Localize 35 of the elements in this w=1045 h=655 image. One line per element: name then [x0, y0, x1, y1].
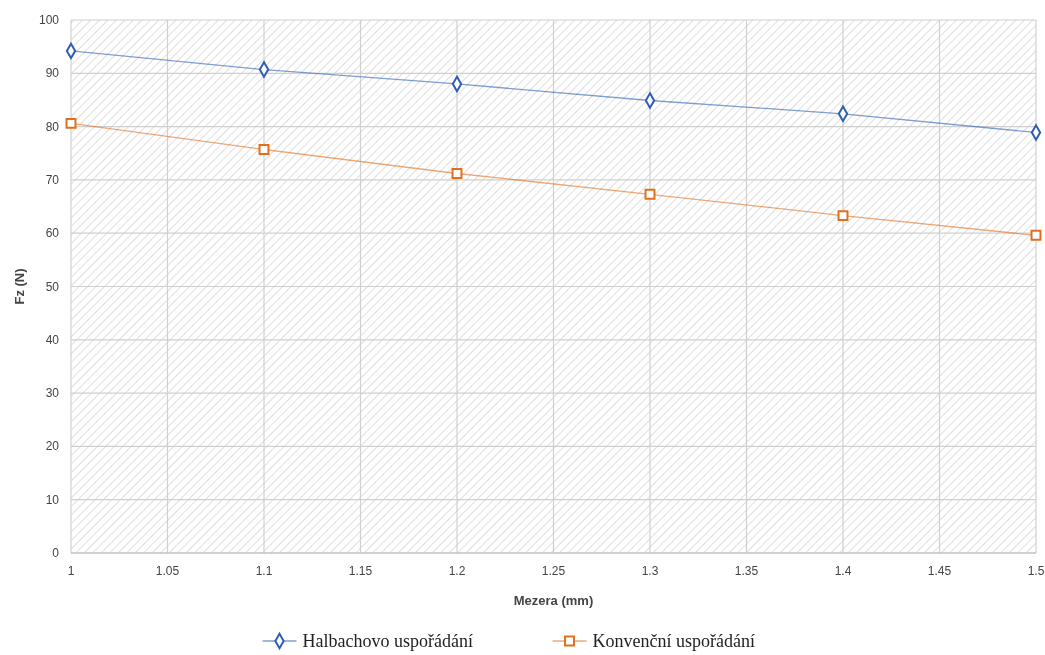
y-tick-label: 40 [45, 332, 60, 347]
y-axis-title: Fz (N) [12, 268, 27, 305]
legend-label: Halbachovo uspořádání [302, 631, 473, 651]
x-tick-label: 1.1 [255, 564, 273, 578]
y-tick-label: 90 [45, 66, 60, 81]
point [1030, 124, 1042, 141]
y-tick-label: 80 [45, 119, 60, 134]
x-tick-label: 1.5 [1027, 564, 1045, 578]
x-axis-title: Mezera (mm) [513, 593, 594, 608]
y-tick-label: 30 [45, 386, 60, 401]
point [837, 210, 849, 222]
point [644, 92, 656, 109]
point [644, 188, 656, 200]
x-tick-label: 1.45 [927, 564, 952, 578]
x-tick-label: 1.3 [641, 564, 659, 578]
point [451, 168, 463, 179]
x-tick-label: 1.4 [834, 564, 852, 578]
x-tick-label: 1.35 [734, 564, 759, 578]
x-tick-label: 1.25 [541, 564, 566, 578]
y-tick-label: 10 [45, 492, 60, 507]
y-tick-label: 20 [45, 439, 60, 454]
point [1030, 229, 1042, 241]
y-tick-label: 60 [45, 226, 60, 241]
y-tick-label: 70 [45, 172, 60, 187]
point [258, 144, 270, 155]
x-tick-label: 1.15 [348, 564, 373, 578]
y-tick-label: 50 [45, 279, 60, 294]
point [65, 117, 77, 129]
y-tick-label: 100 [38, 13, 60, 27]
y-tick-label: 0 [52, 546, 60, 560]
x-tick-label: 1 [67, 564, 75, 578]
x-tick-label: 1.2 [448, 564, 466, 578]
x-tick-label: 1.05 [155, 564, 180, 578]
legend-label: Konvenční uspořádání [592, 631, 755, 651]
point [258, 61, 270, 78]
